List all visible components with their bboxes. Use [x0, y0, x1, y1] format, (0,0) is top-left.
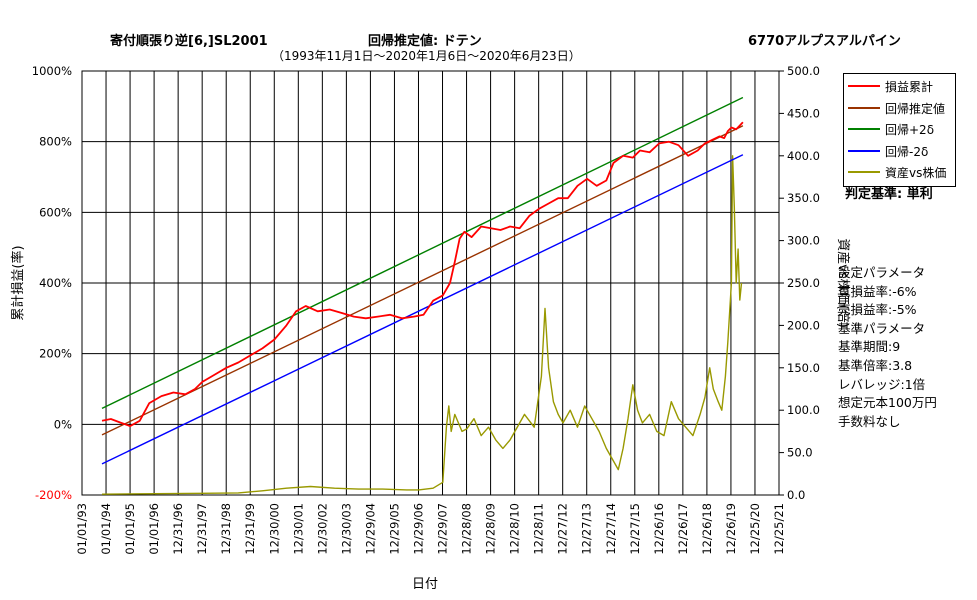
x-tick-label: 12/29/07 [436, 503, 450, 555]
y2-axis-title: 資産vs株価(倍) [835, 238, 851, 328]
x-tick-label: 01/01/95 [123, 503, 137, 555]
x-tick-label: 12/27/13 [580, 503, 594, 555]
chart-grid [81, 70, 784, 496]
x-tick-label: 12/31/98 [219, 503, 233, 555]
y-tick-label: 0% [54, 417, 72, 431]
y2-tick-label: 200.0 [787, 318, 820, 332]
y2-tick-label: 450.0 [787, 106, 820, 120]
parameter-line: 基準倍率:3.8 [838, 357, 913, 373]
parameter-line: 想定元本100万円 [838, 395, 937, 411]
regression-title: 回帰推定値: ドテン [368, 34, 482, 49]
legend-label: 回帰推定値 [885, 101, 946, 116]
x-tick-label: 12/29/06 [411, 503, 425, 555]
y-tick-label: 600% [39, 205, 72, 219]
parameter-line: 買損益率:-6% [838, 283, 917, 299]
x-tick-label: 12/25/20 [748, 503, 762, 555]
x-tick-label: 12/31/99 [243, 503, 257, 555]
legend-item: 回帰+2δ [848, 120, 954, 138]
parameter-panel: 設定パラメータ 買損益率:-6% 売損益率:-5% 基準パラメータ 基準期間:9 基準倍率… [838, 264, 937, 431]
parameter-line: 基準期間:9 [838, 339, 901, 355]
x-tick-label: 12/27/12 [556, 503, 570, 555]
chart-legend: 損益累計回帰推定値回帰+2δ 回帰-2δ 資産vs株価 [843, 73, 956, 187]
parameter-line: 基準パラメータ [838, 320, 926, 336]
plot-frame [81, 70, 780, 496]
legend-swatch [848, 149, 880, 152]
legend-item: 資産vs株価 [848, 163, 954, 181]
x-tick-label: 12/28/10 [508, 503, 522, 555]
parameter-line: レバレッジ:1倍 [838, 376, 926, 392]
strategy-title: 寄付順張り逆[6,]SL2001 [110, 34, 268, 49]
x-tick-label: 12/28/11 [532, 503, 546, 555]
y-axis-title: 累計損益(率) [10, 245, 26, 320]
legend-item: 損益累計 [848, 77, 954, 95]
x-tick-label: 12/29/04 [363, 503, 377, 555]
x-tick-label: 12/30/01 [291, 503, 305, 555]
x-tick-label: 12/30/00 [267, 503, 281, 555]
x-tick-label: 12/26/16 [652, 503, 666, 555]
y-tick-label: 1000% [32, 64, 72, 78]
series-line-2 [101, 125, 744, 436]
x-tick-label: 12/30/02 [315, 503, 329, 555]
legend-item: 回帰-2δ [848, 142, 954, 160]
x-tick-label: 12/29/05 [387, 503, 401, 555]
legend-label: 回帰+2δ [885, 123, 935, 137]
x-tick-label: 01/01/96 [147, 503, 161, 555]
parameter-line: 手数料なし [838, 413, 901, 429]
series-line-1 [101, 121, 744, 428]
y2-tick-label: 250.0 [787, 276, 820, 290]
x-tick-label: 12/26/17 [676, 503, 690, 555]
y2-tick-label: 0.0 [787, 488, 805, 502]
y2-tick-label: 150.0 [787, 361, 820, 375]
y2-tick-label: 50.0 [787, 446, 813, 460]
x-tick-label: 12/31/96 [171, 503, 185, 555]
chart-axis-labels: -200% 0% 200% 400% 600% 800% 1000% 0.0 50.0 100.0… [32, 64, 820, 555]
x-tick-label: 01/01/93 [75, 503, 89, 555]
stock-title: 6770アルプスアルパイン [748, 34, 901, 49]
legend-item: 回帰推定値 [848, 99, 954, 117]
parameter-line: 設定パラメータ [838, 265, 926, 280]
y-tick-label: 400% [39, 276, 72, 290]
series-line-3 [101, 96, 744, 410]
series-line-4 [101, 154, 744, 465]
legend-swatch [848, 171, 880, 173]
x-tick-label: 12/28/08 [460, 503, 474, 555]
series-line-5 [101, 155, 743, 495]
x-tick-label: 01/01/94 [99, 503, 113, 555]
legend-label: 損益累計 [885, 80, 934, 94]
x-tick-label: 12/25/21 [772, 503, 786, 555]
period-subtitle: （1993年11月1日～2020年1月6日～2020年6月23日） [272, 49, 581, 63]
legend-label: 回帰-2δ [885, 144, 929, 159]
y-tick-label: -200% [35, 488, 72, 502]
x-tick-label: 12/30/03 [339, 503, 353, 555]
y2-tick-label: 400.0 [787, 149, 820, 163]
x-tick-label: 12/26/19 [724, 503, 738, 555]
y2-tick-label: 100.0 [787, 403, 820, 417]
y-tick-label: 200% [39, 347, 72, 361]
x-axis-title: 日付 [412, 577, 438, 592]
chart-series [101, 96, 744, 495]
y2-tick-label: 350.0 [787, 191, 820, 205]
legend-label: 資産vs株価 [885, 166, 947, 180]
y2-tick-label: 300.0 [787, 234, 820, 248]
x-tick-label: 12/31/97 [195, 503, 209, 555]
y-tick-label: 800% [39, 135, 72, 149]
legend-swatch [848, 128, 880, 130]
x-tick-label: 12/28/09 [484, 503, 498, 555]
judge-criterion: 判定基準: 単利 [845, 187, 933, 202]
x-tick-label: 12/27/15 [628, 503, 642, 555]
y2-tick-label: 500.0 [787, 64, 820, 78]
x-tick-label: 12/26/18 [700, 503, 714, 555]
legend-swatch [848, 85, 880, 87]
x-tick-label: 12/27/14 [604, 503, 618, 555]
legend-swatch [848, 106, 880, 109]
parameter-line: 売損益率:-5% [838, 302, 917, 318]
